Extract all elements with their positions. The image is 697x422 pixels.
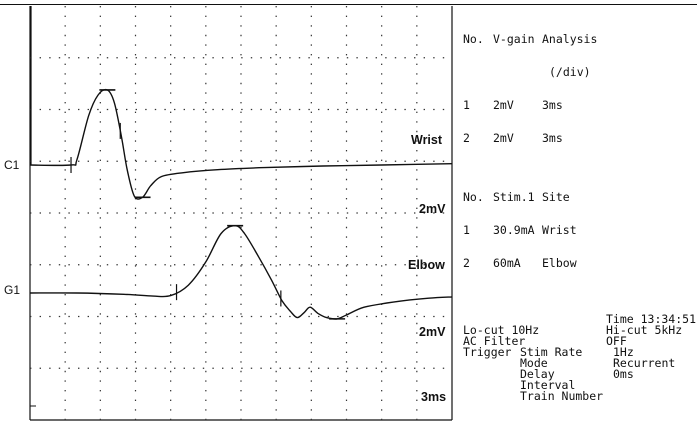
ac-filter-value: OFF bbox=[606, 334, 627, 348]
stim-row-1-intensity: 30.9mA bbox=[493, 223, 535, 237]
lo-cut-setting: Lo-cut 10Hz bbox=[463, 323, 540, 337]
stim-row-2-intensity: 60mA bbox=[493, 256, 521, 270]
top-border-line bbox=[0, 4, 697, 5]
stim-row-1-no: 1 bbox=[463, 223, 470, 237]
vgain-row-2-no: 2 bbox=[463, 131, 470, 145]
time-readout: Time 13:34:51 bbox=[606, 312, 697, 326]
label-gain-top: 2mV bbox=[419, 202, 446, 216]
label-wrist: Wrist bbox=[411, 133, 443, 147]
trace-wrist bbox=[29, 88, 453, 200]
ac-filter-label: AC Filter bbox=[463, 334, 526, 348]
trigger-label: Trigger bbox=[463, 345, 512, 359]
vgain-table: No. V-gain Analysis (/div) 1 2mV 3ms 2 2… bbox=[463, 12, 597, 155]
label-time-scale: 3ms bbox=[421, 390, 447, 404]
delay-label: Delay bbox=[520, 367, 555, 381]
vgain-header-per-div: (/div) bbox=[549, 65, 591, 79]
stim-header-no: No. bbox=[463, 190, 484, 204]
vgain-row-1-analysis: 3ms bbox=[542, 98, 563, 112]
vgain-row-1-gain: 2mV bbox=[493, 98, 514, 112]
mode-label: Mode bbox=[520, 356, 548, 370]
channel-label-c1: C1 bbox=[4, 158, 20, 172]
stim-rate-value: 1Hz bbox=[613, 345, 634, 359]
channel-label-g1: G1 bbox=[4, 283, 21, 297]
stim-row-2-site: Elbow bbox=[542, 256, 577, 270]
stim-header-stim: Stim.1 bbox=[493, 190, 535, 204]
stim-table: No. Stim.1 Site 1 30.9mA Wrist 2 60mA El… bbox=[463, 170, 577, 280]
label-gain-bottom: 2mV bbox=[419, 325, 446, 339]
hi-cut-setting: Hi-cut 5kHz bbox=[606, 323, 683, 337]
vgain-header-analysis: Analysis bbox=[542, 32, 598, 46]
vgain-header-no: No. bbox=[463, 32, 484, 46]
label-elbow: Elbow bbox=[408, 258, 445, 272]
stim-row-2-no: 2 bbox=[463, 256, 470, 270]
stim-rate-label: Stim Rate bbox=[520, 345, 583, 359]
vgain-row-2-analysis: 3ms bbox=[542, 131, 563, 145]
stim-row-1-site: Wrist bbox=[542, 223, 577, 237]
vgain-row-2-gain: 2mV bbox=[493, 131, 514, 145]
corner-marker-icon bbox=[29, 405, 36, 416]
mode-value: Recurrent bbox=[613, 356, 676, 370]
vgain-header-vgain: V-gain bbox=[493, 32, 535, 46]
stim-header-site: Site bbox=[542, 190, 570, 204]
train-number-label: Train Number bbox=[520, 389, 604, 403]
delay-value: 0ms bbox=[613, 367, 634, 381]
vgain-row-1-no: 1 bbox=[463, 98, 470, 112]
trace-elbow bbox=[29, 224, 453, 320]
interval-label: Interval bbox=[520, 378, 576, 392]
